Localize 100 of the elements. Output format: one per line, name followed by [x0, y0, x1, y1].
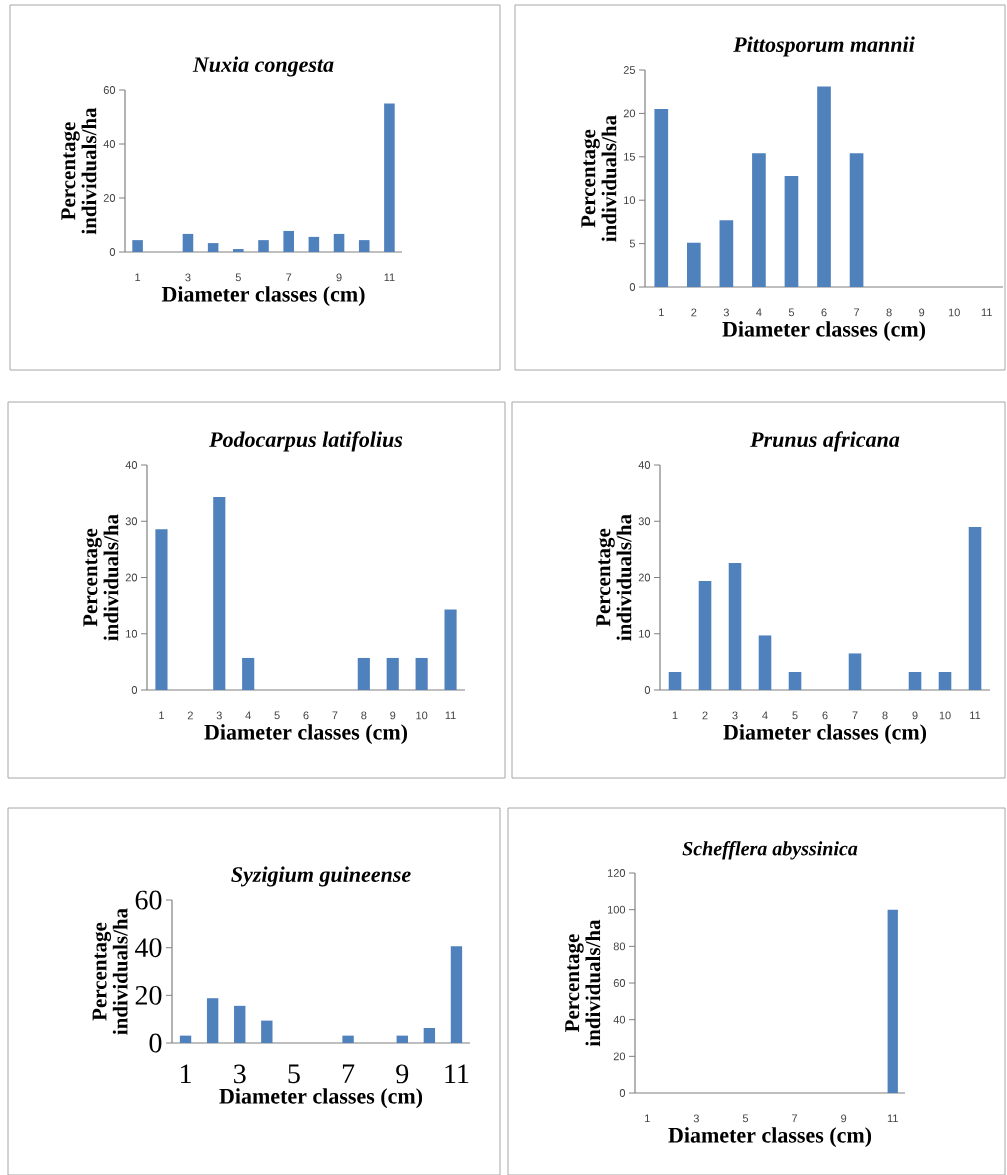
chart-title: Pittosporum mannii — [733, 36, 915, 57]
y-tick-label: 10 — [126, 629, 138, 638]
y-tick-label: 0 — [149, 1033, 162, 1053]
x-tick-label: 7 — [854, 308, 860, 317]
bar — [668, 672, 682, 691]
y-tick-label: 20 — [638, 573, 651, 582]
x-tick-label: 2 — [187, 711, 193, 720]
x-tick-label: 11 — [887, 1114, 898, 1123]
x-tick-label: 4 — [762, 711, 768, 720]
bar — [179, 1035, 192, 1044]
bar — [968, 526, 982, 691]
x-axis-title: Diameter classes (cm) — [668, 1127, 872, 1148]
bar — [308, 236, 320, 252]
y-tick-label: 40 — [125, 461, 138, 469]
y-tick-label: 5 — [629, 239, 636, 248]
bar — [384, 103, 395, 252]
x-tick-label: 5 — [788, 308, 795, 317]
bar — [132, 240, 143, 252]
x-tick-label: 3 — [723, 308, 729, 317]
y-axis-title: Percentage individuals/ha — [83, 514, 119, 641]
x-tick-label: 9 — [912, 711, 918, 720]
bar — [357, 657, 370, 691]
bar — [396, 1035, 408, 1044]
x-tick-label: 11 — [445, 711, 456, 720]
bar — [207, 243, 219, 252]
y-tick-label: 20 — [103, 194, 116, 202]
x-tick-label: 3 — [234, 1064, 246, 1084]
x-tick-label: 1 — [135, 273, 141, 282]
bar — [234, 1005, 246, 1044]
x-axis-title: Diameter classes (cm) — [723, 724, 927, 745]
y-tick-label: 20 — [613, 1052, 626, 1061]
bar — [908, 672, 922, 691]
chart-title: Nuxia congesta — [192, 56, 334, 77]
bar — [752, 153, 766, 287]
bar — [938, 672, 952, 691]
bar — [728, 562, 742, 691]
bar — [848, 653, 862, 691]
y-tick-label: 40 — [613, 1015, 626, 1024]
y-tick-label: 30 — [125, 517, 138, 526]
x-tick-label: 9 — [336, 273, 342, 282]
x-tick-label: 10 — [939, 711, 951, 720]
x-axis-title: Diameter classes (cm) — [722, 321, 926, 342]
y-tick-label: 20 — [135, 985, 162, 1005]
bar — [242, 657, 255, 691]
y-tick-label: 10 — [624, 196, 636, 205]
bar — [423, 1028, 436, 1044]
x-tick-label: 5 — [742, 1114, 749, 1123]
x-tick-label: 7 — [792, 1114, 798, 1123]
y-tick-label: 30 — [638, 517, 651, 526]
bar — [415, 657, 428, 691]
y-axis-title: Percentage individuals/ha — [565, 919, 601, 1047]
x-tick-label: 5 — [274, 711, 280, 720]
y-tick-label: 40 — [103, 140, 116, 148]
x-tick-label: 10 — [948, 308, 960, 317]
x-tick-label: 11 — [970, 711, 981, 720]
x-tick-label: 2 — [691, 308, 697, 317]
bar — [213, 497, 226, 691]
bar — [788, 672, 802, 691]
bar — [444, 609, 457, 691]
y-tick-label: 40 — [135, 938, 162, 958]
x-tick-label: 9 — [919, 308, 925, 317]
x-axis-title: Diameter classes (cm) — [161, 286, 365, 307]
chart-title: Podocarpus latifolius — [209, 431, 403, 452]
y-tick-label: 25 — [623, 66, 636, 74]
bar — [333, 233, 345, 252]
x-tick-label: 8 — [361, 711, 367, 720]
bar — [261, 1020, 273, 1044]
y-tick-label: 60 — [135, 890, 162, 910]
chart-title: Schefflera abyssinica — [682, 841, 858, 860]
x-tick-label: 11 — [981, 308, 992, 317]
x-tick-label: 4 — [245, 711, 251, 720]
y-axis-title: Percentage individuals/ha — [61, 107, 97, 235]
y-tick-label: 20 — [125, 573, 138, 582]
bar — [233, 249, 244, 252]
y-tick-label: 40 — [638, 461, 651, 469]
x-tick-label: 5 — [235, 273, 241, 282]
x-tick-label: 3 — [732, 711, 738, 720]
x-tick-label: 9 — [841, 1114, 847, 1123]
x-tick-label: 1 — [659, 308, 664, 317]
y-tick-label: 0 — [109, 248, 116, 256]
x-tick-label: 7 — [342, 1064, 355, 1083]
x-tick-label: 9 — [390, 711, 396, 720]
chart-title: Syzigium guineense — [231, 866, 411, 887]
x-tick-label: 5 — [288, 1064, 300, 1084]
bar — [758, 635, 772, 691]
x-tick-label: 7 — [852, 711, 858, 720]
x-tick-label: 1 — [645, 1114, 650, 1123]
bar — [182, 233, 194, 252]
bar — [686, 242, 701, 287]
x-tick-label: 6 — [821, 308, 827, 317]
y-tick-label: 60 — [103, 86, 116, 94]
bar — [206, 998, 219, 1044]
x-tick-label: 11 — [384, 273, 395, 282]
bar — [698, 580, 712, 691]
bar — [155, 529, 168, 691]
x-tick-label: 8 — [886, 308, 892, 317]
x-tick-label: 1 — [181, 1064, 191, 1084]
y-axis-title: Percentage individuals/ha — [92, 908, 128, 1035]
bar — [719, 220, 734, 287]
y-axis-title: Percentage individuals/ha — [596, 514, 632, 641]
